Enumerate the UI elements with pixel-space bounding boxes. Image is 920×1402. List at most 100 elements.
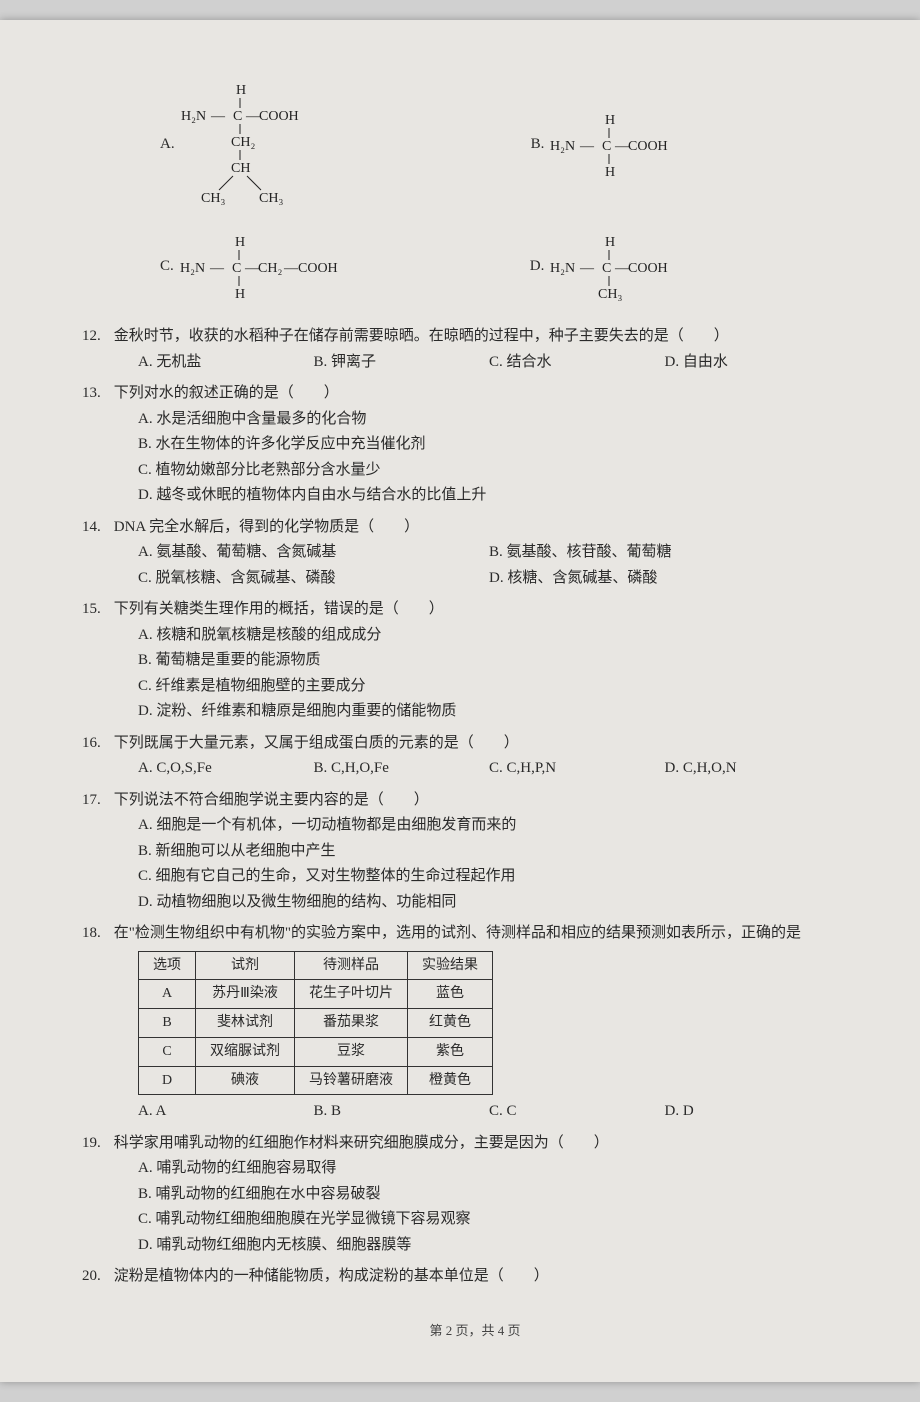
q14-stem: 14. DNA 完全水解后，得到的化学物质是（ ） xyxy=(138,515,840,541)
q18-th-1: 试剂 xyxy=(196,951,295,980)
chem-option-b: B. H H₂N—C—COOH H xyxy=(531,80,691,210)
chem-label-b: B. xyxy=(531,132,545,158)
q12-opt-c: C. 结合水 xyxy=(489,350,665,376)
chem-option-d: D. H H₂N—C—COOH CH₃ xyxy=(530,232,691,302)
q19-stem: 19. 科学家用哺乳动物的红细胞作材料来研究细胞膜成分，主要是因为（ ） xyxy=(138,1131,840,1157)
q16-options: A. C,O,S,Fe B. C,H,O,Fe C. C,H,P,N D. C,… xyxy=(110,756,840,782)
q18-d-3: 橙黄色 xyxy=(408,1066,493,1095)
svg-text:—: — xyxy=(579,261,595,276)
q18-opt-b: B. B xyxy=(314,1099,490,1125)
q12-options: A. 无机盐 B. 钾离子 C. 结合水 D. 自由水 xyxy=(110,350,840,376)
question-20: 20. 淀粉是植物体内的一种储能物质，构成淀粉的基本单位是（ ） xyxy=(110,1264,840,1290)
q19-opt-b: B. 哺乳动物的红细胞在水中容易破裂 xyxy=(110,1182,840,1208)
q20-stem: 20. 淀粉是植物体内的一种储能物质，构成淀粉的基本单位是（ ） xyxy=(138,1264,840,1290)
q18-c-2: 豆浆 xyxy=(295,1037,408,1066)
q15-opt-b: B. 葡萄糖是重要的能源物质 xyxy=(110,648,840,674)
q16-text: 下列既属于大量元素，又属于组成蛋白质的元素的是（ ） xyxy=(114,735,519,751)
svg-text:COOH: COOH xyxy=(259,109,299,124)
svg-text:COOH: COOH xyxy=(628,261,668,276)
svg-text:H: H xyxy=(236,83,246,98)
q18-row-b: B 斐林试剂 番茄果浆 红黄色 xyxy=(139,1009,493,1038)
q16-opt-a: A. C,O,S,Fe xyxy=(138,756,314,782)
q14-opt-a: A. 氨基酸、葡萄糖、含氮碱基 xyxy=(138,540,489,566)
svg-text:H: H xyxy=(605,165,615,180)
q16-opt-c: C. C,H,P,N xyxy=(489,756,665,782)
q14-options-row2: C. 脱氧核糖、含氮碱基、磷酸 D. 核糖、含氮碱基、磷酸 xyxy=(110,566,840,592)
q13-opt-a: A. 水是活细胞中含量最多的化合物 xyxy=(110,407,840,433)
q18-b-0: B xyxy=(139,1009,196,1038)
svg-text:H: H xyxy=(605,113,615,128)
q19-opt-c: C. 哺乳动物红细胞细胞膜在光学显微镜下容易观察 xyxy=(110,1207,840,1233)
q16-opt-b: B. C,H,O,Fe xyxy=(314,756,490,782)
q15-opt-a: A. 核糖和脱氧核糖是核酸的组成成分 xyxy=(110,623,840,649)
svg-text:CH₂: CH₂ xyxy=(231,135,255,150)
question-12: 12. 金秋时节，收获的水稻种子在储存前需要晾晒。在晾晒的过程中，种子主要失去的… xyxy=(110,324,840,375)
q20-text: 淀粉是植物体内的一种储能物质，构成淀粉的基本单位是（ ） xyxy=(114,1268,549,1284)
q17-opt-d: D. 动植物细胞以及微生物细胞的结构、功能相同 xyxy=(110,890,840,916)
q18-c-1: 双缩脲试剂 xyxy=(196,1037,295,1066)
q18-c-3: 紫色 xyxy=(408,1037,493,1066)
question-13: 13. 下列对水的叙述正确的是（ ） A. 水是活细胞中含量最多的化合物 B. … xyxy=(110,381,840,509)
q18-b-1: 斐林试剂 xyxy=(196,1009,295,1038)
q13-opt-c: C. 植物幼嫩部分比老熟部分含水量少 xyxy=(110,458,840,484)
q12-opt-a: A. 无机盐 xyxy=(138,350,314,376)
chem-label-a: A. xyxy=(160,132,175,158)
q14-text: DNA 完全水解后，得到的化学物质是（ ） xyxy=(114,519,419,535)
svg-text:H: H xyxy=(235,287,245,302)
chem-row-cd: C. H H₂N—C—CH₂—COOH H D. H xyxy=(160,232,840,302)
svg-text:C: C xyxy=(233,109,242,124)
chem-structure-a: H H₂N—C—COOH CH₂ CH CH₃ CH₃ xyxy=(181,80,331,210)
q14-opt-d: D. 核糖、含氮碱基、磷酸 xyxy=(489,566,840,592)
q14-options-row1: A. 氨基酸、葡萄糖、含氮碱基 B. 氨基酸、核苷酸、葡萄糖 xyxy=(110,540,840,566)
chem-label-c: C. xyxy=(160,254,174,280)
q18-stem: 18. 在"检测生物组织中有机物"的实验方案中，选用的试剂、待测样品和相应的结果… xyxy=(138,921,840,947)
svg-text:CH₂: CH₂ xyxy=(258,261,282,276)
q18-table-header: 选项 试剂 待测样品 实验结果 xyxy=(139,951,493,980)
svg-text:H₂N: H₂N xyxy=(181,109,206,124)
q18-opt-a: A. A xyxy=(138,1099,314,1125)
svg-text:—: — xyxy=(579,139,595,154)
q18-th-3: 实验结果 xyxy=(408,951,493,980)
q13-opt-b: B. 水在生物体的许多化学反应中充当催化剂 xyxy=(110,432,840,458)
question-17: 17. 下列说法不符合细胞学说主要内容的是（ ） A. 细胞是一个有机体，一切动… xyxy=(110,788,840,916)
q18-row-d: D 碘液 马铃薯研磨液 橙黄色 xyxy=(139,1066,493,1095)
svg-text:CH₃: CH₃ xyxy=(598,287,622,302)
svg-text:C: C xyxy=(602,261,611,276)
q13-stem: 13. 下列对水的叙述正确的是（ ） xyxy=(138,381,840,407)
q18-a-1: 苏丹Ⅲ染液 xyxy=(196,980,295,1009)
svg-text:H₂N: H₂N xyxy=(550,261,575,276)
q19-opt-a: A. 哺乳动物的红细胞容易取得 xyxy=(110,1156,840,1182)
q12-opt-b: B. 钾离子 xyxy=(314,350,490,376)
q18-a-3: 蓝色 xyxy=(408,980,493,1009)
q18-row-c: C 双缩脲试剂 豆浆 紫色 xyxy=(139,1037,493,1066)
q18-text: 在"检测生物组织中有机物"的实验方案中，选用的试剂、待测样品和相应的结果预测如表… xyxy=(114,925,801,941)
page-footer: 第 2 页，共 4 页 xyxy=(110,1320,840,1342)
svg-text:—: — xyxy=(283,261,299,276)
q18-d-1: 碘液 xyxy=(196,1066,295,1095)
q13-text: 下列对水的叙述正确的是（ ） xyxy=(114,385,339,401)
chem-structure-d: H H₂N—C—COOH CH₃ xyxy=(550,232,690,302)
q17-opt-c: C. 细胞有它自己的生命，又对生物整体的生命过程起作用 xyxy=(110,864,840,890)
svg-text:CH₃: CH₃ xyxy=(201,191,225,206)
svg-text:H: H xyxy=(605,235,615,250)
q18-d-2: 马铃薯研磨液 xyxy=(295,1066,408,1095)
q18-th-0: 选项 xyxy=(139,951,196,980)
svg-text:CH₃: CH₃ xyxy=(259,191,283,206)
q17-stem: 17. 下列说法不符合细胞学说主要内容的是（ ） xyxy=(138,788,840,814)
chem-structure-b: H H₂N—C—COOH H xyxy=(550,110,690,180)
svg-text:—: — xyxy=(210,109,226,124)
q12-stem: 12. 金秋时节，收获的水稻种子在储存前需要晾晒。在晾晒的过程中，种子主要失去的… xyxy=(138,324,840,350)
svg-text:COOH: COOH xyxy=(298,261,338,276)
question-19: 19. 科学家用哺乳动物的红细胞作材料来研究细胞膜成分，主要是因为（ ） A. … xyxy=(110,1131,840,1259)
chem-structure-c: H H₂N—C—CH₂—COOH H xyxy=(180,232,370,302)
q16-stem: 16. 下列既属于大量元素，又属于组成蛋白质的元素的是（ ） xyxy=(138,731,840,757)
chem-option-a: A. H H₂N—C—COOH CH₂ CH CH₃ CH₃ xyxy=(160,80,331,210)
q14-opt-c: C. 脱氧核糖、含氮碱基、磷酸 xyxy=(138,566,489,592)
question-18: 18. 在"检测生物组织中有机物"的实验方案中，选用的试剂、待测样品和相应的结果… xyxy=(110,921,840,1125)
question-14: 14. DNA 完全水解后，得到的化学物质是（ ） A. 氨基酸、葡萄糖、含氮碱… xyxy=(110,515,840,592)
q19-text: 科学家用哺乳动物的红细胞作材料来研究细胞膜成分，主要是因为（ ） xyxy=(114,1135,609,1151)
q18-b-2: 番茄果浆 xyxy=(295,1009,408,1038)
chem-row-ab: A. H H₂N—C—COOH CH₂ CH CH₃ CH₃ xyxy=(160,80,840,210)
q18-opt-d: D. D xyxy=(665,1099,841,1125)
chem-option-c: C. H H₂N—C—CH₂—COOH H xyxy=(160,232,370,302)
